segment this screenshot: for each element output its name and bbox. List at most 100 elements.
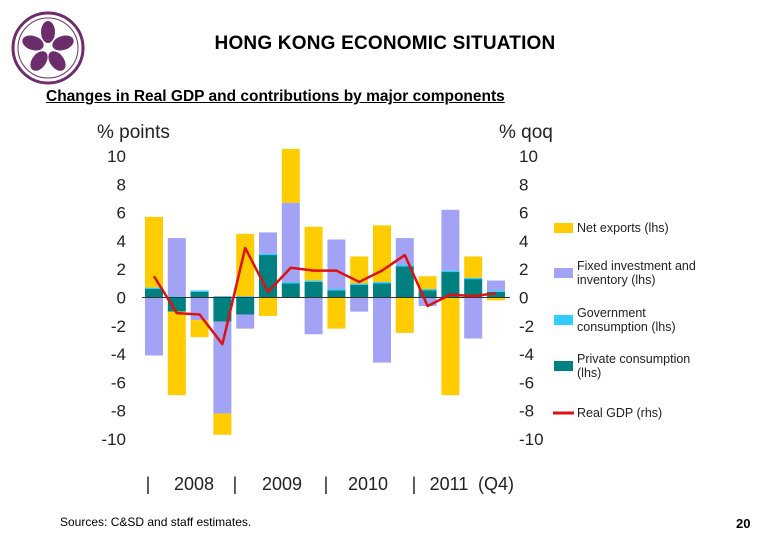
x-group-label: 2008 [174, 474, 214, 494]
bar-fixed_investment-2010Q2 [350, 297, 369, 312]
bar-government-2010Q4 [395, 264, 414, 267]
bar-net_exports-2008Q1 [145, 216, 163, 288]
legend-fixed-investment-label-line: Fixed investment and [577, 259, 696, 273]
right-tick-label: -4 [519, 345, 534, 364]
bar-fixed_investment-2008Q4 [213, 321, 232, 414]
bar-government-2010Q3 [373, 281, 391, 284]
left-tick-label: 10 [107, 147, 126, 166]
page-number: 20 [736, 516, 751, 531]
bar-government-2011Q4 [487, 290, 505, 292]
bar-net_exports-2009Q2 [259, 297, 277, 316]
bar-fixed_investment-2010Q4 [395, 238, 414, 265]
x-group-label: 2010 [348, 474, 388, 494]
bar-net_exports-2008Q4 [213, 413, 232, 435]
left-tick-label: -8 [111, 402, 126, 421]
bar-private-2009Q1 [236, 297, 255, 315]
bar-government-2011Q2 [441, 270, 460, 273]
bar-net_exports-2010Q4 [395, 297, 414, 333]
left-tick-label: 0 [117, 289, 126, 308]
legend-fixed-investment-label: Fixed investment and inventory (lhs) [577, 259, 696, 287]
bar-government-2011Q1 [418, 289, 437, 291]
legend-government-label-line: consumption (lhs) [577, 320, 676, 334]
bar-net_exports-2011Q2 [441, 297, 460, 396]
right-tick-label: 8 [519, 175, 528, 194]
right-tick-label: 0 [519, 289, 528, 308]
right-tick-label: 2 [519, 260, 528, 279]
bar-net_exports-2010Q1 [327, 297, 346, 329]
bar-net_exports-2009Q4 [304, 226, 323, 281]
bar-fixed_investment-2009Q3 [281, 202, 300, 282]
bar-private-2008Q1 [145, 289, 163, 298]
bar-fixed_investment-2009Q1 [236, 314, 255, 329]
slide-title: HONG KONG ECONOMIC SITUATION [214, 33, 556, 54]
bar-fixed_investment-2008Q1 [145, 297, 163, 356]
bar-net_exports-2009Q3 [281, 148, 300, 203]
real-gdp-line [152, 246, 497, 346]
bar-fixed_investment-2010Q1 [327, 239, 346, 290]
bar-private-2011Q1 [418, 290, 437, 298]
x-group-label: | [324, 474, 329, 494]
legend-government-swatch [554, 315, 573, 325]
right-tick-label: -2 [519, 317, 534, 336]
left-tick-label: 2 [117, 260, 126, 279]
right-tick-label: 4 [519, 232, 528, 251]
right-axis-title: % qoq [499, 122, 553, 143]
hk-emblem-logo [11, 11, 85, 85]
chart-subtitle: Changes in Real GDP and contributions by… [46, 88, 505, 105]
left-tick-label: -2 [111, 317, 126, 336]
x-group-label: 2011 [430, 474, 469, 494]
legend-private-label-line: Private consumption [577, 352, 690, 366]
right-tick-label: -6 [519, 373, 534, 392]
legend-private-label: Private consumption (lhs) [577, 352, 690, 380]
bar-private-2011Q4 [487, 291, 505, 298]
bar-net_exports-2011Q3 [464, 256, 483, 278]
right-tick-label: 10 [519, 147, 538, 166]
left-tick-label: 6 [117, 204, 126, 223]
left-tick-label: -6 [111, 373, 126, 392]
bar-government-2008Q2 [167, 296, 186, 298]
bar-government-2008Q3 [190, 290, 209, 292]
bar-private-2010Q3 [373, 283, 391, 298]
x-group-label: | [412, 474, 417, 494]
x-group-label: | [146, 474, 151, 494]
bar-fixed_investment-2011Q3 [464, 297, 483, 339]
left-tick-label: -10 [101, 430, 126, 449]
bar-fixed_investment-2010Q3 [373, 297, 391, 363]
legend-fixed-investment-swatch [554, 268, 573, 278]
x-group-label: 2009 [262, 474, 302, 494]
bar-fixed_investment-2011Q4 [487, 280, 505, 291]
bar-private-2010Q1 [327, 290, 346, 298]
bar-fixed_investment-2009Q2 [259, 232, 277, 254]
x-group-label: | [233, 474, 238, 494]
bar-government-2010Q2 [350, 283, 369, 285]
bar-private-2010Q4 [395, 266, 414, 298]
left-tick-label: -4 [111, 345, 126, 364]
left-tick-label: 8 [117, 175, 126, 194]
bar-government-2009Q1 [236, 296, 255, 298]
bar-government-2011Q3 [464, 277, 483, 280]
bar-fixed_investment-2011Q1 [418, 297, 437, 306]
bar-government-2008Q4 [213, 296, 232, 298]
bar-fixed_investment-2008Q3 [190, 297, 209, 321]
bar-private-2011Q2 [441, 272, 460, 298]
legend-government-label: Government consumption (lhs) [577, 306, 676, 334]
bar-fixed_investment-2011Q2 [441, 209, 460, 271]
bar-net_exports-2008Q3 [190, 320, 209, 338]
bar-private-2009Q4 [304, 281, 323, 298]
bar-private-2011Q3 [464, 279, 483, 298]
bar-government-2009Q2 [259, 253, 277, 256]
right-tick-label: -10 [519, 430, 544, 449]
bar-net_exports-2011Q4 [487, 297, 505, 301]
right-tick-label: 6 [519, 204, 528, 223]
source-note: Sources: C&SD and staff estimates. [60, 515, 252, 529]
legend-private-label-line: (lhs) [577, 366, 601, 380]
legend-net-exports-swatch [554, 223, 573, 233]
bar-fixed_investment-2009Q4 [304, 297, 323, 335]
bar-fixed_investment-2008Q2 [167, 238, 186, 297]
bar-net_exports-2009Q1 [236, 233, 255, 297]
bar-private-2010Q2 [350, 284, 369, 298]
bar-government-2009Q4 [304, 280, 323, 282]
legend-government-label-line: Government [577, 306, 646, 320]
bar-private-2009Q3 [281, 283, 300, 298]
bar-private-2008Q3 [190, 291, 209, 298]
